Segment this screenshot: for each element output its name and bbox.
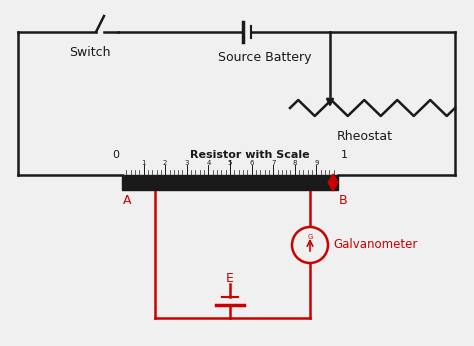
- Text: 3: 3: [184, 160, 189, 166]
- Text: 1: 1: [141, 160, 146, 166]
- Text: 4: 4: [206, 160, 210, 166]
- Text: A: A: [123, 193, 131, 207]
- Text: Source Battery: Source Battery: [218, 51, 312, 64]
- Text: Switch: Switch: [69, 46, 111, 58]
- Text: 8: 8: [292, 160, 297, 166]
- Text: B: B: [339, 193, 347, 207]
- Text: E: E: [226, 272, 234, 284]
- Text: G: G: [307, 234, 313, 240]
- Text: 1: 1: [340, 150, 347, 160]
- Text: Rheostat: Rheostat: [337, 129, 393, 143]
- Polygon shape: [328, 174, 338, 191]
- Text: 9: 9: [314, 160, 319, 166]
- Text: Resistor with Scale: Resistor with Scale: [190, 150, 310, 160]
- Text: Galvanometer: Galvanometer: [333, 238, 418, 252]
- Text: 5: 5: [228, 160, 232, 166]
- Text: 2: 2: [163, 160, 167, 166]
- Text: 7: 7: [271, 160, 275, 166]
- Text: 0: 0: [112, 150, 119, 160]
- Circle shape: [292, 227, 328, 263]
- Text: 6: 6: [249, 160, 254, 166]
- Bar: [122, 175, 338, 190]
